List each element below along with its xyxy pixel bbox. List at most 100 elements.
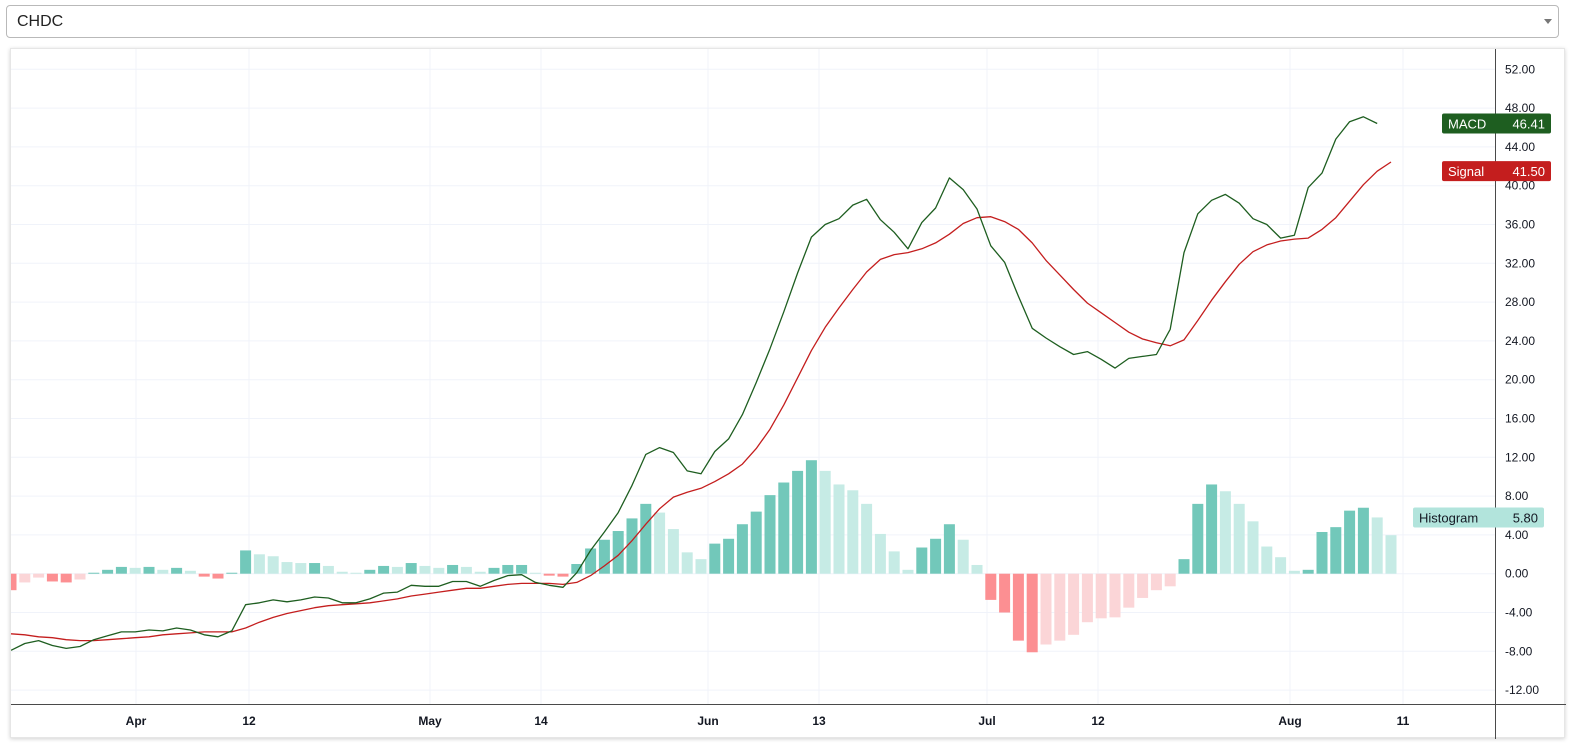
- histogram-bar: [378, 565, 390, 574]
- histogram-bar: [667, 529, 679, 574]
- histogram-bar: [115, 566, 127, 574]
- macd-badge-value: 46.41: [1512, 117, 1545, 132]
- histogram-bar: [336, 571, 348, 574]
- histogram-bar: [405, 563, 417, 574]
- histogram-bar: [1357, 507, 1369, 574]
- y-tick-label: 36.00: [1505, 218, 1535, 232]
- histogram-bar: [1040, 573, 1052, 645]
- histogram-bar: [267, 556, 279, 574]
- histogram-bar: [474, 571, 486, 574]
- histogram-bar: [1081, 573, 1093, 623]
- x-tick-label: 14: [534, 714, 548, 728]
- histogram-bar: [1068, 573, 1080, 635]
- x-tick-label: May: [418, 714, 442, 728]
- macd-chart-panel[interactable]: 52.00 48.00 44.00 40.00 36.00 32.00 28.00 24.00…: [10, 48, 1566, 739]
- histogram-bar: [999, 573, 1011, 613]
- histogram-bar: [11, 573, 17, 591]
- histogram-badge-label: Histogram: [1419, 510, 1478, 525]
- histogram-bar: [861, 503, 873, 574]
- signal-badge-label: Signal: [1448, 164, 1484, 179]
- y-tick-label: 28.00: [1505, 295, 1535, 309]
- x-tick-label: 11: [1397, 714, 1410, 728]
- histogram-bar: [322, 565, 334, 574]
- histogram-bar: [281, 562, 293, 574]
- y-tick-label: -4.00: [1505, 606, 1533, 620]
- histogram-bar: [833, 484, 845, 574]
- histogram-bar: [364, 569, 376, 574]
- ticker-select[interactable]: CHDC: [6, 5, 1559, 38]
- histogram-bar: [529, 572, 541, 574]
- y-tick-label: 48.00: [1505, 101, 1535, 115]
- histogram-bar: [157, 569, 169, 574]
- histogram-bar: [295, 563, 307, 574]
- histogram-bar: [33, 573, 45, 578]
- histogram-bar: [902, 569, 914, 574]
- histogram-bar: [516, 564, 528, 574]
- histogram-bar: [88, 572, 100, 574]
- histogram-bar: [985, 573, 997, 600]
- histogram-bar: [957, 539, 969, 574]
- signal-line: [11, 161, 1392, 642]
- y-tick-label: 8.00: [1505, 489, 1529, 503]
- histogram-bar: [46, 573, 58, 582]
- histogram-bar: [253, 554, 265, 574]
- macd-badge-label: MACD: [1448, 117, 1486, 132]
- histogram-bar: [198, 573, 210, 577]
- chevron-down-icon[interactable]: [1544, 19, 1552, 24]
- histogram-bar: [654, 512, 666, 574]
- histogram-bar: [1302, 569, 1314, 574]
- macd-chart[interactable]: 52.00 48.00 44.00 40.00 36.00 32.00 28.00 24.00…: [11, 49, 1566, 739]
- histogram-badge: [1413, 507, 1544, 528]
- macd-badge: [1442, 113, 1551, 134]
- histogram-bar: [557, 573, 569, 577]
- histogram-bar: [764, 495, 776, 574]
- histogram-bar: [1344, 510, 1356, 574]
- x-tick-label: Jul: [978, 714, 995, 728]
- histogram-bar: [74, 573, 86, 580]
- histogram-bar: [1164, 573, 1176, 587]
- histogram-bar: [847, 490, 859, 574]
- histogram-bar: [1330, 527, 1342, 574]
- y-tick-label: 40.00: [1505, 179, 1535, 193]
- histogram-bar: [184, 570, 196, 574]
- histogram-bar: [916, 547, 928, 574]
- histogram-bar: [171, 567, 183, 574]
- y-tick-label: -12.00: [1505, 683, 1539, 697]
- histogram-bar: [585, 548, 597, 574]
- histogram-bar: [433, 567, 445, 574]
- histogram-bar: [612, 531, 624, 574]
- histogram-bar: [736, 524, 748, 574]
- histogram-bar: [143, 566, 155, 574]
- histogram-bar: [805, 460, 817, 574]
- x-tick-label: Apr: [126, 714, 147, 728]
- histogram-bar: [819, 470, 831, 574]
- histogram-bar: [1288, 570, 1300, 574]
- histogram-bar: [419, 565, 431, 574]
- histogram-bar: [1219, 491, 1231, 574]
- histogram-bar: [598, 539, 610, 574]
- y-tick-label: 4.00: [1505, 528, 1529, 542]
- histogram-bar: [888, 551, 900, 574]
- y-tick-label: 0.00: [1505, 567, 1529, 581]
- histogram-bar: [709, 543, 721, 574]
- y-tick-label: 52.00: [1505, 62, 1535, 76]
- histogram-bar: [695, 559, 707, 574]
- histogram-bar: [626, 518, 638, 574]
- histogram-bar: [1026, 573, 1038, 653]
- y-tick-label: 32.00: [1505, 256, 1535, 270]
- histogram-bar: [447, 564, 459, 574]
- histogram-bar: [792, 470, 804, 574]
- histogram-bar: [1109, 573, 1121, 618]
- histogram-bar: [1316, 531, 1328, 574]
- histogram-bar: [1123, 573, 1135, 608]
- histogram-bar: [571, 564, 583, 574]
- histogram-bar: [1054, 573, 1066, 641]
- histogram-bar: [640, 503, 652, 574]
- histogram-bar: [874, 533, 886, 574]
- histogram-bar: [309, 563, 321, 574]
- histogram-bar: [129, 567, 141, 574]
- histogram-bar: [60, 573, 72, 583]
- histogram-bar: [1095, 573, 1107, 619]
- histogram-bar: [102, 569, 114, 574]
- histogram-bar: [502, 564, 514, 574]
